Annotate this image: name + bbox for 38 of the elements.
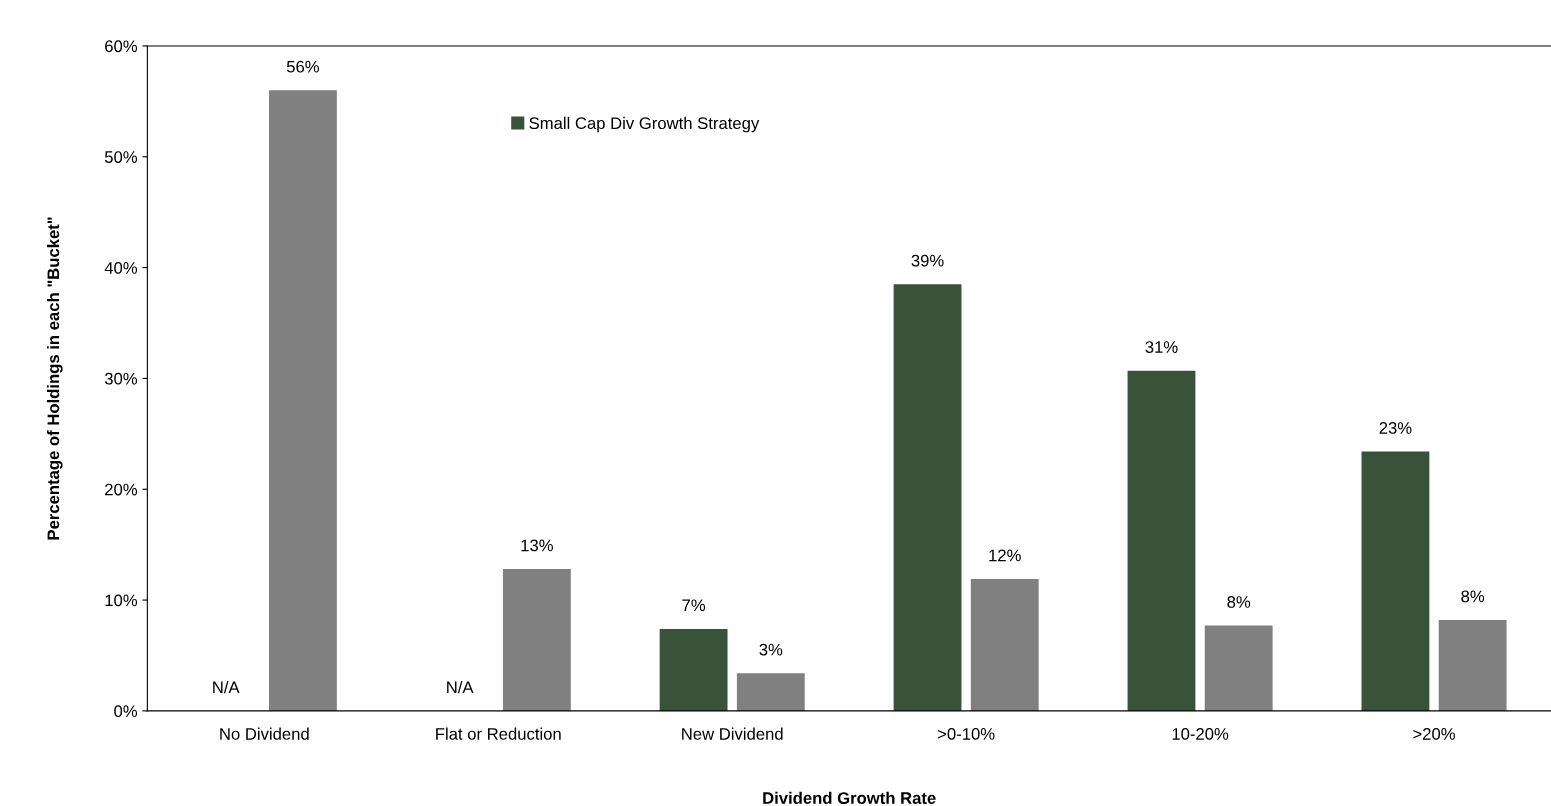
x-tick-label: 10-20%	[1172, 728, 1229, 740]
data-label: 12%	[989, 549, 1021, 562]
y-tick-label: 20%	[105, 483, 138, 496]
data-label: 7%	[682, 599, 706, 612]
bar	[1361, 451, 1430, 711]
bar	[893, 284, 962, 711]
bar	[269, 90, 337, 711]
data-label: 23%	[1379, 422, 1412, 434]
y-tick-label: 40%	[104, 261, 138, 274]
data-label: 39%	[911, 254, 944, 267]
bar	[736, 673, 805, 711]
data-label: 8%	[1227, 596, 1251, 608]
data-label: 13%	[521, 539, 553, 552]
x-tick-label: Flat or Reduction	[436, 727, 561, 740]
text: N/A	[447, 680, 474, 694]
data-label: 56%	[286, 60, 319, 73]
text: N/A	[213, 680, 240, 694]
bar	[659, 628, 728, 711]
bar	[1204, 625, 1273, 711]
x-tick-label: >0-10%	[938, 728, 995, 740]
data-label: 3%	[759, 643, 783, 656]
bar	[1438, 620, 1507, 711]
legend-label: Small Cap Div Growth Strategy	[529, 116, 760, 133]
y-tick-label: 10%	[105, 594, 138, 607]
y-tick-label: 0%	[114, 705, 138, 718]
x-tick-label: New Dividend	[682, 727, 783, 740]
bar	[970, 579, 1039, 711]
y-tick-label: 30%	[104, 372, 138, 385]
y-axis-title: Percentage of Holdings in each "Bucket"	[46, 217, 63, 540]
x-axis-title: Dividend Growth Rate	[763, 791, 936, 804]
x-tick-label: >20%	[1413, 728, 1455, 740]
bar	[502, 569, 571, 711]
bar	[1127, 370, 1196, 711]
y-tick-label: 60%	[105, 40, 138, 53]
data-label: 31%	[1145, 341, 1178, 353]
x-tick-label: No Dividend	[220, 727, 309, 740]
y-tick-label: 50%	[104, 151, 138, 163]
data-label: 8%	[1461, 590, 1485, 603]
